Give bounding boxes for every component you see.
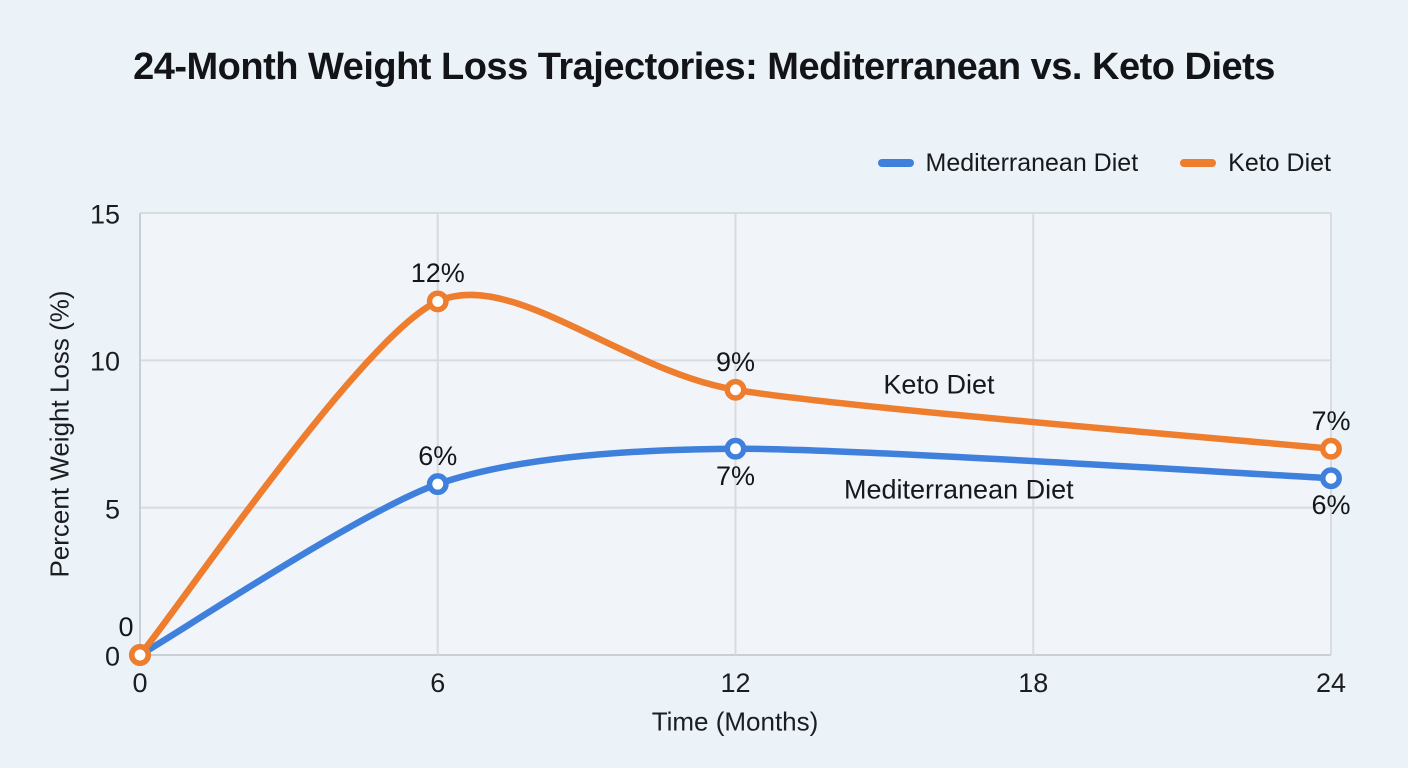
y-axis-title: Percent Weight Loss (%) — [44, 290, 75, 578]
legend-item-mediterranean-diet: Mediterranean Diet — [877, 148, 1139, 178]
legend-swatch-icon — [877, 159, 914, 167]
legend-item-keto-diet: Keto Diet — [1180, 149, 1331, 178]
y-tick-label: 10 — [89, 346, 120, 377]
y-tick-label: 5 — [104, 494, 120, 525]
x-tick-label: 6 — [430, 668, 446, 698]
x-tick-label: 18 — [1018, 668, 1049, 698]
chart-title: 24-Month Weight Loss Trajectories: Medit… — [133, 46, 1275, 88]
legend-label: Keto Diet — [1228, 148, 1331, 177]
x-tick-label: 24 — [1315, 668, 1347, 698]
x-axis-title: Time (Months) — [651, 706, 819, 737]
data-point-label: 0 — [118, 612, 134, 642]
y-tick-label: 15 — [89, 199, 120, 230]
legend: Mediterranean Diet Keto Diet — [877, 148, 1331, 178]
x-tick-label: 0 — [132, 668, 148, 698]
plot-area — [140, 213, 1331, 655]
x-tick-label: 12 — [720, 668, 751, 698]
legend-swatch-icon — [1180, 159, 1217, 167]
y-tick-label: 0 — [104, 641, 120, 672]
legend-label: Mediterranean Diet — [925, 148, 1139, 177]
